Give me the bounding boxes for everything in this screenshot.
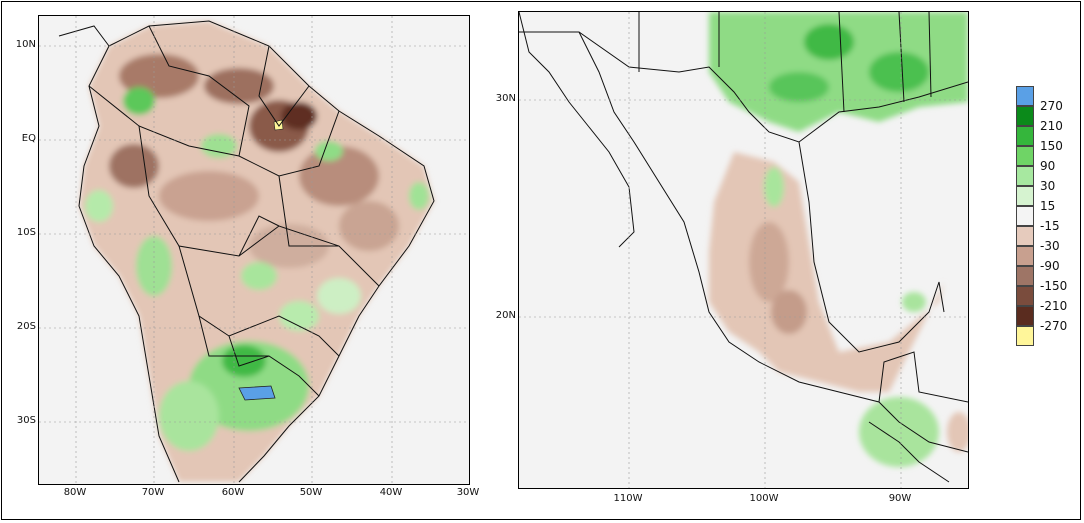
mx-lon-label: 100W [749,493,779,504]
mx-lon-label: 90W [888,493,912,504]
legend-swatch [1016,166,1034,186]
legend-label: 90 [1040,159,1056,173]
legend-label: 15 [1040,199,1056,213]
legend-label: -30 [1040,239,1060,253]
sa-lat-label: 10S [16,227,36,238]
sa-lat-label: 10N [15,39,36,50]
legend-label: 30 [1040,179,1056,193]
legend-swatch [1016,186,1034,206]
legend-label: 150 [1040,139,1063,153]
sa-lon-label: 60W [221,487,245,498]
legend-swatch [1016,246,1034,266]
legend-label: -210 [1040,299,1068,313]
south-america-map [38,15,470,485]
sa-lon-label: 40W [379,487,403,498]
sa-lon-label: 30W [456,487,480,498]
mx-lat-label: 30N [495,93,516,104]
legend-swatch [1016,266,1034,286]
legend-swatch [1016,226,1034,246]
mexico-map [518,11,969,489]
legend-swatch [1016,286,1034,306]
south-america-anomaly-field [39,16,469,484]
sa-lon-label: 70W [141,487,165,498]
legend-swatch [1016,206,1034,226]
legend-swatch [1016,146,1034,166]
legend-label: -270 [1040,319,1068,333]
legend-swatch [1016,326,1034,346]
legend-label: -150 [1040,279,1068,293]
sa-lat-label: 20S [16,321,36,332]
mx-lon-label: 110W [613,493,643,504]
legend-swatch [1016,126,1034,146]
legend-swatch [1016,306,1034,326]
sa-lat-label: EQ [21,133,36,144]
sa-lon-label: 50W [299,487,323,498]
sa-lon-label: 80W [63,487,87,498]
mexico-anomaly-field [519,12,968,488]
mx-lat-label: 20N [495,310,516,321]
legend-label: 210 [1040,119,1063,133]
sa-lat-label: 30S [16,415,36,426]
legend-swatch [1016,86,1034,106]
legend-swatch [1016,106,1034,126]
legend-label: -90 [1040,259,1060,273]
legend-label: -15 [1040,219,1060,233]
legend-label: 270 [1040,99,1063,113]
